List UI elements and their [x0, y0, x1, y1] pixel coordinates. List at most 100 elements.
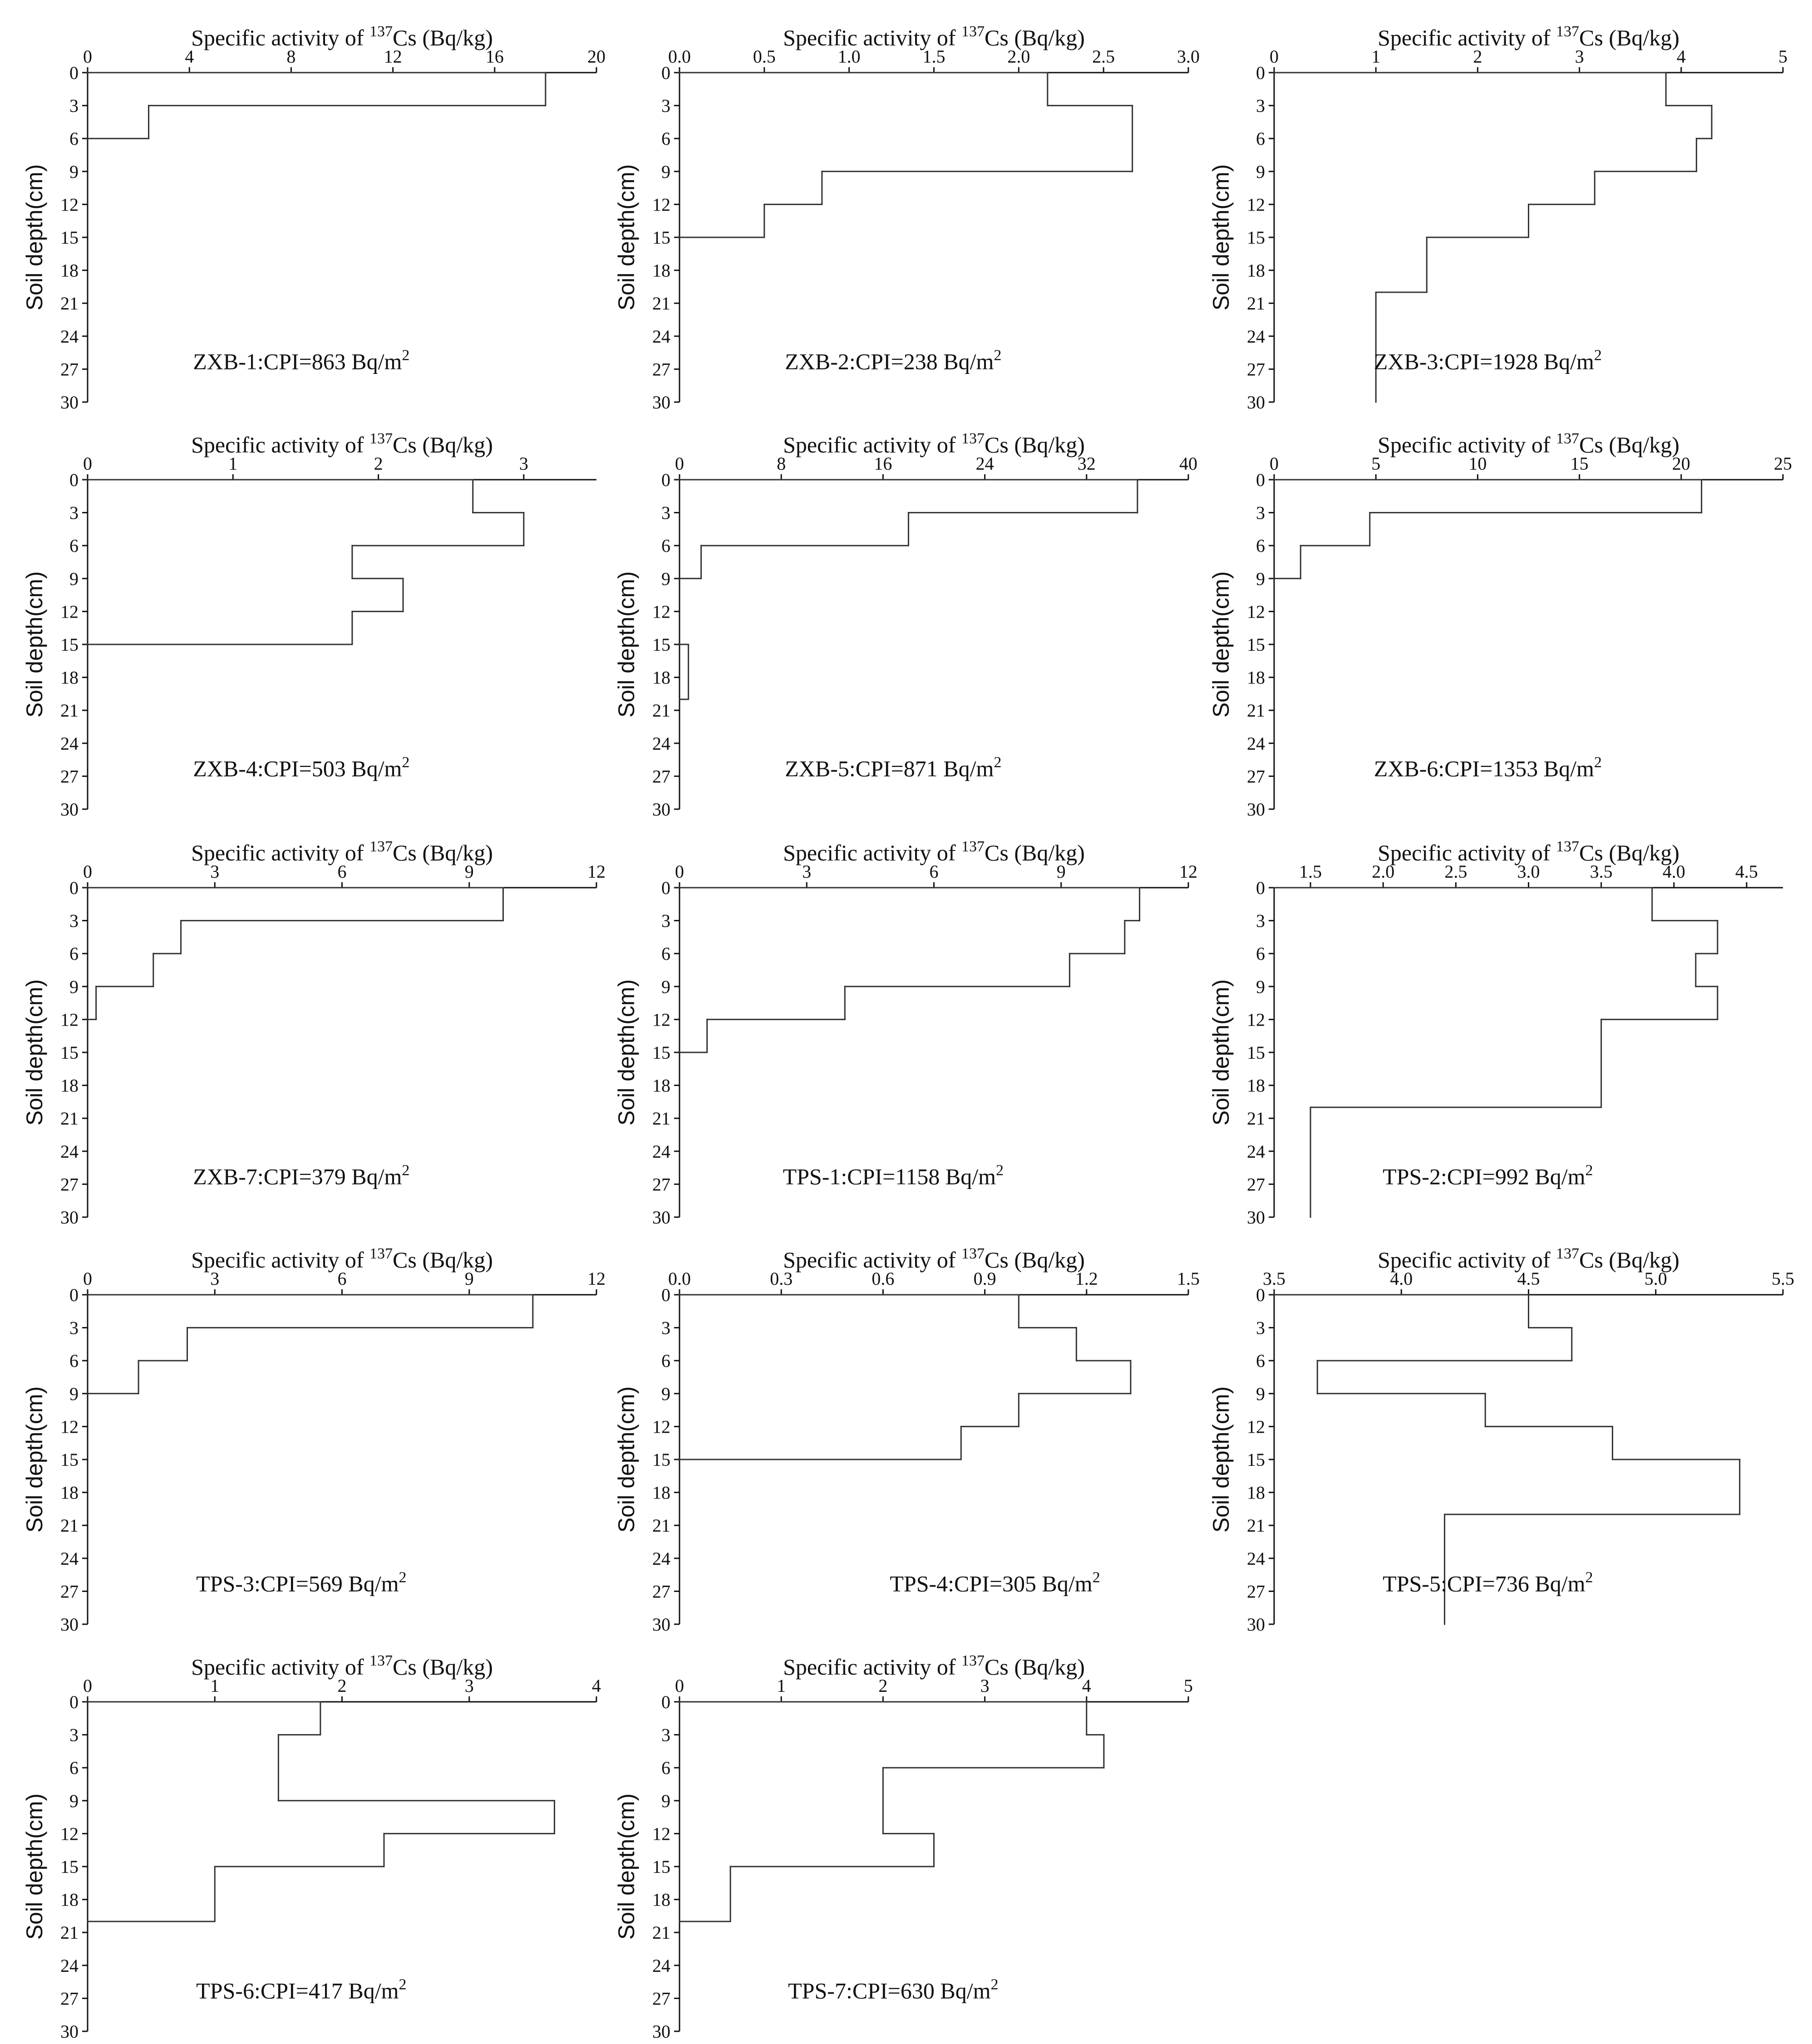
y-axis-title: Soil depth(cm)	[22, 979, 47, 1125]
x-tick-label: 1.0	[838, 46, 861, 67]
x-tick-label: 5.5	[1772, 1268, 1794, 1289]
x-axis-title: Specific activity of 137Cs (Bq/kg)	[783, 1245, 1085, 1273]
y-tick-label: 18	[652, 1890, 670, 1910]
y-tick-label: 30	[652, 2021, 670, 2042]
y-axis-title: Soil depth(cm)	[22, 571, 47, 717]
x-tick-label: 1.2	[1075, 1268, 1098, 1289]
y-tick-label: 15	[60, 634, 79, 655]
y-tick-label: 18	[652, 668, 670, 688]
y-tick-label: 15	[652, 634, 670, 655]
x-axis-title: Specific activity of 137Cs (Bq/kg)	[783, 1652, 1085, 1680]
x-tick-label: 3	[210, 861, 219, 882]
y-tick-label: 9	[1256, 1384, 1265, 1404]
y-tick-label: 12	[652, 1416, 670, 1437]
x-tick-label: 5	[1371, 453, 1380, 474]
y-tick-label: 0	[661, 63, 670, 83]
y-tick-label: 21	[1247, 1515, 1265, 1536]
panel-label: ZXB-2:CPI=238 Bq/m2	[785, 347, 1001, 374]
x-tick-label: 0.9	[974, 1268, 996, 1289]
y-tick-label: 21	[1247, 293, 1265, 314]
y-tick-label: 9	[1256, 162, 1265, 182]
y-tick-label: 12	[652, 194, 670, 215]
y-tick-label: 0	[661, 470, 670, 490]
y-tick-label: 15	[1247, 1449, 1265, 1470]
x-tick-label: 3.5	[1263, 1268, 1285, 1289]
panel-tps-3: 0 3 6 9 12 0 3 6 9 12 15 18 21 24 27 30 Specific activit…	[22, 1245, 606, 1635]
y-tick-label: 15	[652, 1449, 670, 1470]
y-tick-label: 9	[69, 1791, 79, 1811]
panel-label: TPS-3:CPI=569 Bq/m2	[196, 1569, 406, 1596]
y-tick-label: 30	[60, 799, 79, 820]
y-axis-title: Soil depth(cm)	[1208, 571, 1234, 717]
y-tick-label: 21	[652, 1108, 670, 1129]
x-tick-label: 0.6	[872, 1268, 894, 1289]
x-tick-label: 0	[1270, 453, 1279, 474]
y-tick-label: 24	[60, 326, 79, 347]
y-tick-label: 21	[1247, 1108, 1265, 1129]
x-tick-label: 5	[1778, 46, 1787, 67]
y-tick-label: 3	[69, 1318, 79, 1338]
y-tick-label: 27	[60, 1174, 79, 1194]
x-tick-label: 0	[675, 1675, 684, 1696]
y-tick-label: 0	[1256, 470, 1265, 490]
y-tick-label: 27	[1247, 766, 1265, 786]
y-tick-label: 3	[69, 96, 79, 116]
y-axis-title: Soil depth(cm)	[1208, 164, 1234, 310]
x-tick-label: 2	[374, 453, 383, 474]
y-tick-label: 3	[1256, 1318, 1265, 1338]
x-tick-label: 0	[675, 861, 684, 882]
y-tick-label: 27	[652, 1174, 670, 1194]
y-axis-title: Soil depth(cm)	[22, 1793, 47, 1940]
y-tick-label: 21	[652, 700, 670, 721]
x-tick-label: 1.5	[1177, 1268, 1200, 1289]
panel-label: ZXB-6:CPI=1353 Bq/m2	[1374, 754, 1602, 781]
x-tick-label: 16	[486, 46, 504, 67]
y-tick-label: 27	[60, 359, 79, 379]
x-tick-label: 24	[976, 453, 994, 474]
y-tick-label: 27	[652, 766, 670, 786]
y-tick-label: 6	[661, 943, 670, 964]
y-tick-label: 6	[69, 1758, 79, 1778]
x-axis-title: Specific activity of 137Cs (Bq/kg)	[1378, 23, 1679, 50]
x-tick-label: 4	[592, 1675, 601, 1696]
panel-tps-1: 0 3 6 9 12 0 3 6 9 12 15 18 21 24 27 30 Specific activit…	[614, 838, 1197, 1228]
y-tick-label: 27	[652, 1988, 670, 2009]
x-tick-label: 2.0	[1007, 46, 1030, 67]
y-tick-label: 6	[1256, 128, 1265, 149]
x-axis-title: Specific activity of 137Cs (Bq/kg)	[191, 430, 493, 457]
y-axis-title: Soil depth(cm)	[1208, 1386, 1234, 1533]
y-tick-label: 12	[652, 601, 670, 622]
y-tick-label: 0	[1256, 63, 1265, 83]
panel-label: TPS-6:CPI=417 Bq/m2	[196, 1976, 406, 2003]
x-axis-title: Specific activity of 137Cs (Bq/kg)	[783, 838, 1085, 865]
x-tick-label: 8	[777, 453, 786, 474]
y-axis-title: Soil depth(cm)	[22, 164, 47, 310]
x-tick-label: 4.5	[1735, 861, 1758, 882]
y-tick-label: 30	[1247, 799, 1265, 820]
x-tick-label: 2.5	[1092, 46, 1115, 67]
panel-zxb-1: 0 4 8 12 16 20 0 3 6 9 12 15 18 21 24 27 30 Specific acti…	[22, 23, 606, 413]
x-tick-label: 0	[83, 1675, 92, 1696]
x-axis-title: Specific activity of 137Cs (Bq/kg)	[191, 1245, 493, 1273]
y-tick-label: 24	[60, 1956, 79, 1976]
y-tick-label: 12	[652, 1009, 670, 1030]
y-tick-label: 27	[60, 766, 79, 786]
x-tick-label: 4	[1082, 1675, 1091, 1696]
y-tick-label: 0	[69, 1692, 79, 1712]
y-tick-label: 3	[661, 503, 670, 523]
panel-zxb-6: 0 5 10 15 20 25 0 3 6 9 12 15 18 21 24 27 30 Specific act…	[1208, 430, 1792, 820]
panel-zxb-5: 0 8 16 24 32 40 0 3 6 9 12 15 18 21 24 27 30 Specific act…	[614, 430, 1197, 820]
x-axis-title: Specific activity of 137Cs (Bq/kg)	[1378, 838, 1679, 865]
y-tick-label: 18	[1247, 668, 1265, 688]
x-tick-label: 1.5	[923, 46, 945, 67]
y-tick-label: 27	[1247, 359, 1265, 379]
y-tick-label: 0	[1256, 1285, 1265, 1305]
y-tick-label: 21	[652, 293, 670, 314]
panel-label: TPS-7:CPI=630 Bq/m2	[788, 1976, 998, 2003]
y-tick-label: 3	[661, 911, 670, 931]
x-tick-label: 0.0	[668, 1268, 691, 1289]
y-tick-label: 18	[1247, 1076, 1265, 1096]
x-tick-label: 3	[210, 1268, 219, 1289]
